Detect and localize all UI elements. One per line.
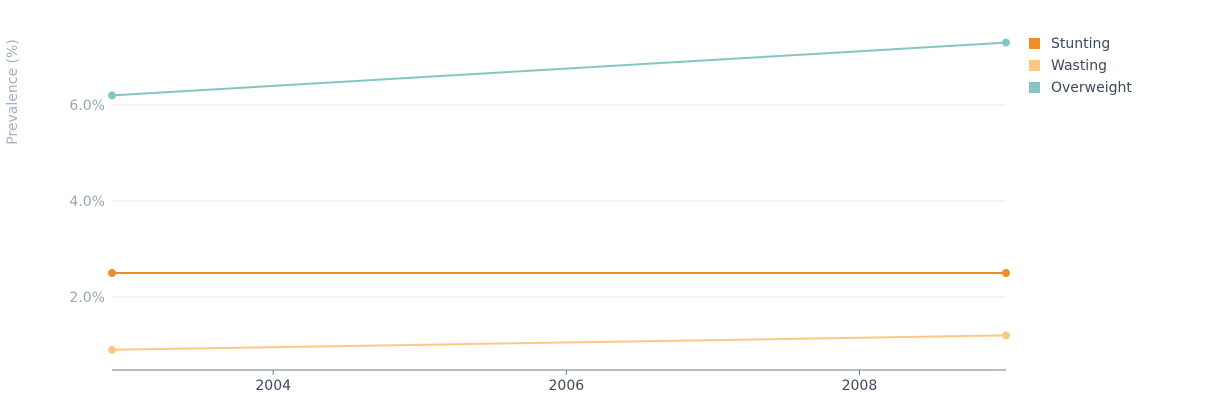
legend-swatch <box>1029 60 1040 71</box>
y-axis-ticks: 2.0% 4.0% 6.0% <box>69 98 105 306</box>
y-tick-label: 4.0% <box>69 194 105 210</box>
legend-swatch <box>1029 38 1040 49</box>
series-lines <box>108 38 1010 354</box>
legend-swatch <box>1029 82 1040 93</box>
legend: Stunting Wasting Overweight <box>1029 36 1132 96</box>
y-tick-label: 2.0% <box>69 290 105 306</box>
series-line-wasting <box>111 334 1007 351</box>
x-tick-label: 2004 <box>255 378 291 394</box>
grid-lines <box>112 104 1006 298</box>
data-point-wasting[interactable] <box>1002 331 1010 340</box>
series-line-overweight <box>111 41 1007 97</box>
y-axis-label: Prevalence (%) <box>5 39 21 145</box>
legend-label: Wasting <box>1051 58 1107 74</box>
y-tick-label: 6.0% <box>69 98 105 114</box>
x-tick-label: 2008 <box>842 378 878 394</box>
legend-item-wasting[interactable]: Wasting <box>1029 58 1107 74</box>
data-point-wasting[interactable] <box>108 345 116 354</box>
data-point-stunting[interactable] <box>108 269 116 277</box>
legend-label: Overweight <box>1051 80 1132 96</box>
data-point-overweight[interactable] <box>1002 38 1010 47</box>
legend-item-overweight[interactable]: Overweight <box>1029 80 1132 96</box>
data-point-stunting[interactable] <box>1002 269 1010 277</box>
x-tick-label: 2006 <box>549 378 585 394</box>
x-axis-ticks: 2004 2006 2008 <box>255 370 877 394</box>
data-point-overweight[interactable] <box>108 91 116 100</box>
legend-item-stunting[interactable]: Stunting <box>1029 36 1110 52</box>
legend-label: Stunting <box>1051 36 1110 52</box>
